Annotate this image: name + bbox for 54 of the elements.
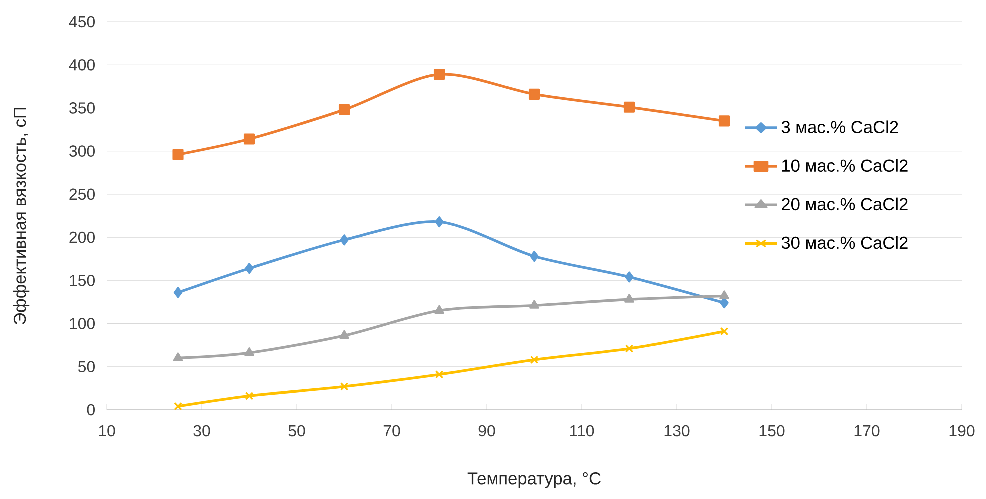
y-tick-label: 350	[70, 102, 96, 114]
point	[340, 234, 349, 246]
point	[245, 392, 254, 400]
y-tick-label: 300	[70, 146, 96, 157]
point	[172, 149, 184, 160]
point	[435, 216, 444, 228]
legend-label: 3 мас.% CaCl2	[782, 120, 898, 134]
y-tick-label: 450	[69, 16, 96, 28]
point	[530, 300, 540, 309]
y-tick-label: 100	[70, 318, 96, 330]
x-tick-label: 90	[478, 425, 496, 437]
y-tick-label: 50	[78, 361, 96, 373]
point	[338, 104, 350, 116]
point	[434, 305, 444, 314]
y-tick-label: 150	[70, 275, 96, 286]
point	[173, 352, 184, 362]
point	[340, 330, 350, 340]
x-axis-title: Температура, °C	[468, 472, 601, 488]
point	[244, 348, 254, 356]
point	[340, 382, 349, 391]
x-tick-label: 70	[384, 425, 400, 437]
y-tick-label: 400	[69, 59, 96, 71]
point	[625, 272, 634, 283]
point	[245, 263, 254, 274]
x-tick-label: 190	[950, 425, 975, 437]
x-tick-label: 50	[288, 425, 306, 437]
x-tick-label: 130	[664, 425, 690, 437]
legend-label: 30 мас.% CaCl2	[782, 236, 908, 250]
point	[434, 69, 446, 80]
point	[174, 287, 183, 298]
x-tick-label: 150	[760, 425, 785, 437]
x-tick-label: 10	[99, 425, 116, 437]
point	[720, 290, 730, 300]
point	[624, 102, 636, 113]
y-tick-label: 200	[70, 232, 96, 244]
legend-label: 10 мас.% CaCl2	[782, 159, 908, 172]
point	[435, 370, 444, 379]
point	[720, 327, 729, 336]
point	[174, 402, 182, 411]
point	[244, 134, 256, 145]
y-tick-label: 250	[70, 188, 96, 200]
point	[530, 356, 539, 364]
point	[720, 298, 729, 309]
y-tick-label: 0	[87, 404, 96, 416]
x-tick-label: 110	[570, 425, 594, 437]
point	[528, 88, 540, 100]
legend-label: 20 мас.% CaCl2	[782, 198, 908, 211]
point	[530, 250, 539, 262]
point	[624, 294, 634, 303]
x-tick-label: 170	[854, 425, 880, 437]
point	[625, 344, 634, 353]
x-tick-label: 30	[194, 425, 210, 437]
point	[718, 116, 730, 127]
y-axis-title: Эффективная вязкость, сП	[13, 108, 30, 324]
